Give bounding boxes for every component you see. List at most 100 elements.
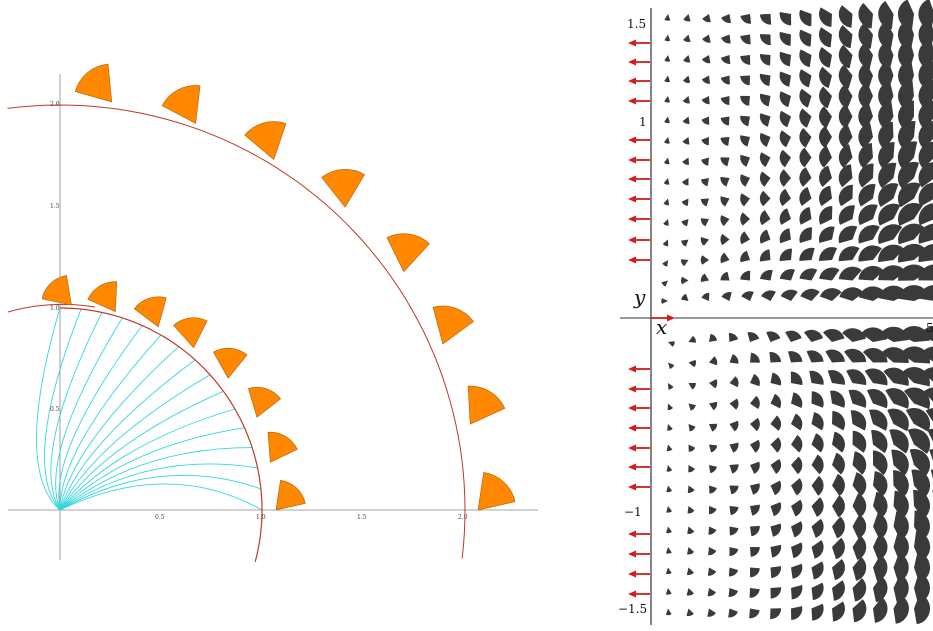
field-wedge — [893, 470, 909, 498]
field-wedge — [709, 333, 718, 342]
field-wedge — [740, 193, 750, 207]
field-wedge — [898, 0, 914, 30]
field-wedge — [873, 554, 888, 582]
field-wedge — [899, 326, 930, 342]
field-wedge — [749, 608, 760, 619]
field-wedge — [779, 188, 791, 207]
orange-wedge — [467, 385, 506, 425]
left-x-tick-4: 2.0 — [458, 514, 468, 521]
field-wedge — [708, 526, 717, 535]
field-wedge — [779, 51, 791, 67]
field-wedge — [832, 559, 845, 581]
field-wedge — [838, 104, 853, 129]
field-wedge — [811, 412, 824, 431]
field-wedge — [769, 351, 782, 363]
field-wedge — [720, 137, 730, 146]
streamline — [44, 308, 82, 511]
orange-wedge — [212, 347, 248, 379]
field-wedge — [688, 383, 696, 390]
field-wedge — [740, 174, 750, 187]
field-wedge — [878, 224, 903, 244]
field-wedge — [779, 110, 791, 128]
field-wedge — [799, 29, 812, 47]
field-wedge — [838, 246, 860, 262]
field-wedge — [779, 208, 791, 225]
field-wedge — [887, 408, 909, 432]
streamline — [59, 390, 224, 511]
arcs — [7, 104, 466, 563]
field-wedge — [682, 157, 689, 165]
field-wedge — [873, 450, 888, 476]
streamline — [59, 427, 245, 511]
field-wedge — [766, 331, 781, 342]
red-arrow-head — [628, 365, 636, 373]
right-x-label: x — [656, 315, 667, 339]
field-wedge — [701, 75, 711, 84]
field-wedge — [749, 588, 760, 598]
field-wedge — [681, 259, 689, 267]
field-wedge — [720, 157, 730, 167]
streamline — [59, 334, 162, 511]
field-wedge — [683, 75, 691, 83]
field-wedge — [682, 96, 690, 104]
field-wedge — [832, 495, 845, 518]
field-wedge — [832, 411, 846, 431]
field-wedge — [709, 444, 718, 453]
field-wedge — [750, 483, 760, 495]
field-wedge — [759, 249, 771, 262]
field-wedge — [852, 451, 867, 475]
field-wedge — [688, 444, 696, 452]
field-wedge — [893, 553, 909, 583]
red-arrow-head — [628, 463, 636, 471]
field-wedge — [747, 332, 760, 342]
field-wedge — [681, 219, 689, 227]
field-wedge — [770, 458, 782, 474]
field-wedge — [701, 96, 710, 105]
field-wedge — [662, 260, 668, 267]
field-wedge — [720, 55, 731, 65]
field-wedge — [858, 163, 874, 188]
field-wedge — [683, 14, 691, 22]
field-wedge — [893, 574, 909, 603]
field-wedge — [770, 372, 782, 386]
field-wedge — [918, 141, 933, 169]
field-wedge — [663, 198, 670, 206]
field-wedge — [799, 207, 812, 225]
field-wedge — [665, 567, 672, 575]
field-wedge — [779, 269, 795, 281]
field-wedge — [729, 547, 739, 557]
field-wedge — [779, 12, 792, 26]
field-wedge — [878, 142, 895, 169]
field-wedge — [819, 185, 832, 207]
field-wedge — [788, 351, 803, 363]
field-wedge — [819, 145, 832, 168]
field-wedge — [897, 182, 921, 208]
field-wedge — [720, 176, 730, 187]
field-wedge — [740, 95, 750, 106]
field-wedge — [681, 293, 689, 301]
field-wedge — [799, 49, 812, 68]
field-wedge — [852, 556, 867, 581]
field-wedge — [740, 34, 751, 45]
field-wedge — [664, 14, 671, 21]
field-wedge — [729, 376, 739, 388]
red-arrow-head — [628, 590, 636, 598]
red-arrow-head — [628, 424, 636, 432]
field-wedge — [838, 184, 853, 207]
field-wedge — [799, 128, 812, 148]
field-wedge — [688, 359, 696, 368]
field-wedge — [759, 14, 772, 25]
field-wedge — [720, 215, 730, 227]
field-wedge — [770, 608, 782, 620]
field-wedge — [832, 431, 845, 453]
field-wedge — [897, 141, 918, 170]
field-wedge — [661, 298, 668, 304]
field-wedge — [819, 66, 832, 88]
field-wedge — [686, 608, 694, 616]
field-wedge — [893, 511, 909, 541]
field-wedge — [688, 335, 696, 343]
field-wedge — [858, 82, 873, 110]
left-y-tick-3: 1.5 — [50, 203, 60, 210]
field-wedge — [893, 532, 909, 562]
field-wedge — [878, 183, 899, 207]
